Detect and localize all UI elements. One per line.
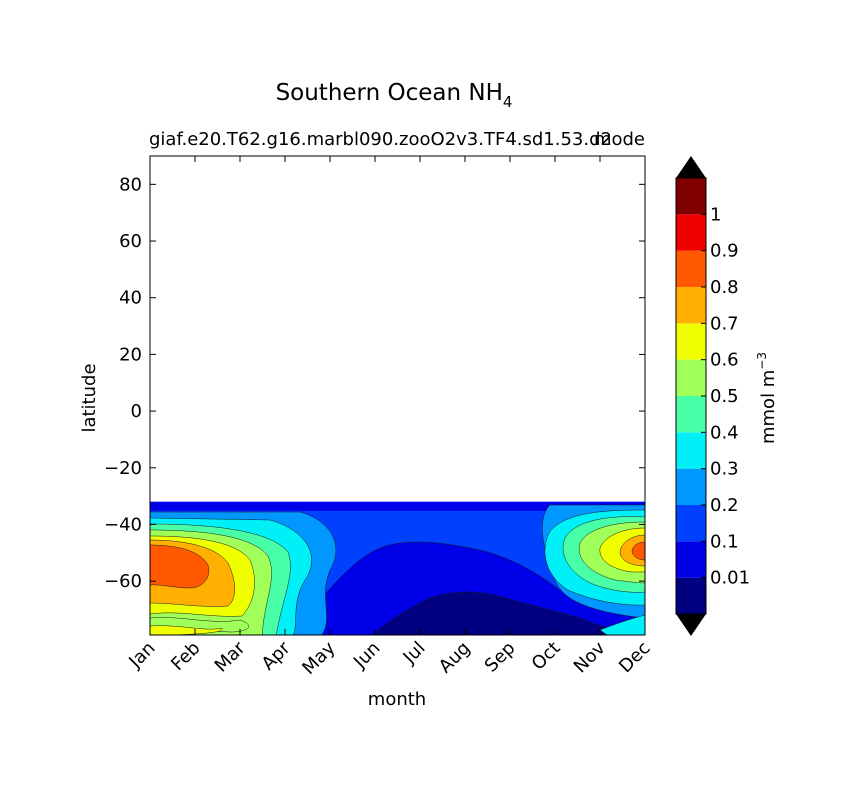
y-tick-label: −40: [104, 514, 142, 535]
colorbar-tick-label: 0.4: [710, 422, 739, 443]
y-tick-label: 20: [119, 344, 142, 365]
contour-level-0.8-right: [631, 541, 645, 561]
y-tick-label: 60: [119, 231, 142, 252]
contour-field: [150, 501, 645, 635]
x-tick-label: Feb: [167, 638, 204, 675]
mode-subtitle: mode: [594, 129, 645, 150]
colorbar-swatch: [676, 577, 706, 614]
x-tick-label: May: [298, 637, 339, 678]
colorbar-swatch: [676, 214, 706, 251]
x-tick-label: Jan: [124, 638, 159, 673]
colorbar-tick-label: 0.1: [710, 531, 739, 552]
x-tick-label: Nov: [570, 637, 610, 677]
x-tick-label: Jul: [399, 638, 430, 669]
y-tick-label: 0: [131, 401, 142, 422]
colorbar-extend-high: [676, 156, 706, 178]
x-tick-label: Aug: [435, 638, 475, 678]
colorbar-swatch: [676, 250, 706, 287]
contour-streak-right: [599, 614, 645, 635]
plot-frame: [149, 155, 646, 636]
colorbar-tick-label: 0.5: [710, 386, 739, 407]
colorbar-tick-label: 0.2: [710, 495, 739, 516]
colorbar-swatch: [676, 468, 706, 505]
y-axis: 80 60 40 20 0 −20 −40 −60: [104, 174, 645, 592]
colorbar-swatch: [676, 359, 706, 396]
colorbar-label: mmol m−3: [755, 352, 779, 444]
x-tick-label: Oct: [528, 638, 565, 675]
chart-title: Southern Ocean NH4: [276, 80, 513, 111]
colorbar-extend-low: [676, 614, 706, 636]
y-tick-label: −20: [104, 458, 142, 479]
colorbar: 0.01 0.1 0.2 0.3 0.4 0.5 0.6 0.7 0.8 0.9 1: [675, 156, 750, 636]
colorbar-swatch: [676, 432, 706, 469]
colorbar-swatch: [676, 323, 706, 360]
colorbar-tick-label: 0.9: [710, 241, 739, 262]
plot-area: 80 60 40 20 0 −20 −40 −60 Jan Feb Mar Apr May Jun Jul…: [104, 155, 655, 679]
y-axis-label: latitude: [79, 363, 100, 432]
colorbar-tick-label: 0.6: [710, 350, 739, 371]
x-tick-label: Jun: [349, 638, 384, 673]
run-id-subtitle: giaf.e20.T62.g16.marbl090.zooO2v3.TF4.sd…: [149, 129, 612, 150]
colorbar-swatch: [676, 287, 706, 324]
colorbar-swatch: [676, 396, 706, 433]
colorbar-swatch: [676, 178, 706, 215]
y-tick-label: −60: [104, 571, 142, 592]
y-tick-label: 40: [119, 288, 142, 309]
x-tick-label: Dec: [615, 638, 654, 677]
x-axis-label: month: [368, 689, 426, 710]
colorbar-tick-label: 1: [710, 204, 721, 225]
x-tick-label: Apr: [258, 637, 295, 674]
y-tick-label: 80: [119, 174, 142, 195]
contour-level-min-winter: [371, 591, 634, 635]
contour-level-0.8-left: [150, 544, 210, 589]
colorbar-label-exponent: −3: [755, 352, 769, 370]
colorbar-tick-label: 0.3: [710, 459, 739, 480]
chart-title-subscript: 4: [503, 93, 513, 111]
contour-top-strip: [150, 501, 645, 511]
x-tick-label: Sep: [481, 638, 520, 677]
colorbar-swatch: [676, 505, 706, 542]
colorbar-tick-label: 0.01: [710, 568, 750, 589]
colorbar-tick-label: 0.7: [710, 313, 739, 334]
colorbar-tick-label: 0.8: [710, 277, 739, 298]
x-tick-label: Mar: [211, 637, 250, 676]
colorbar-swatch: [676, 541, 706, 578]
